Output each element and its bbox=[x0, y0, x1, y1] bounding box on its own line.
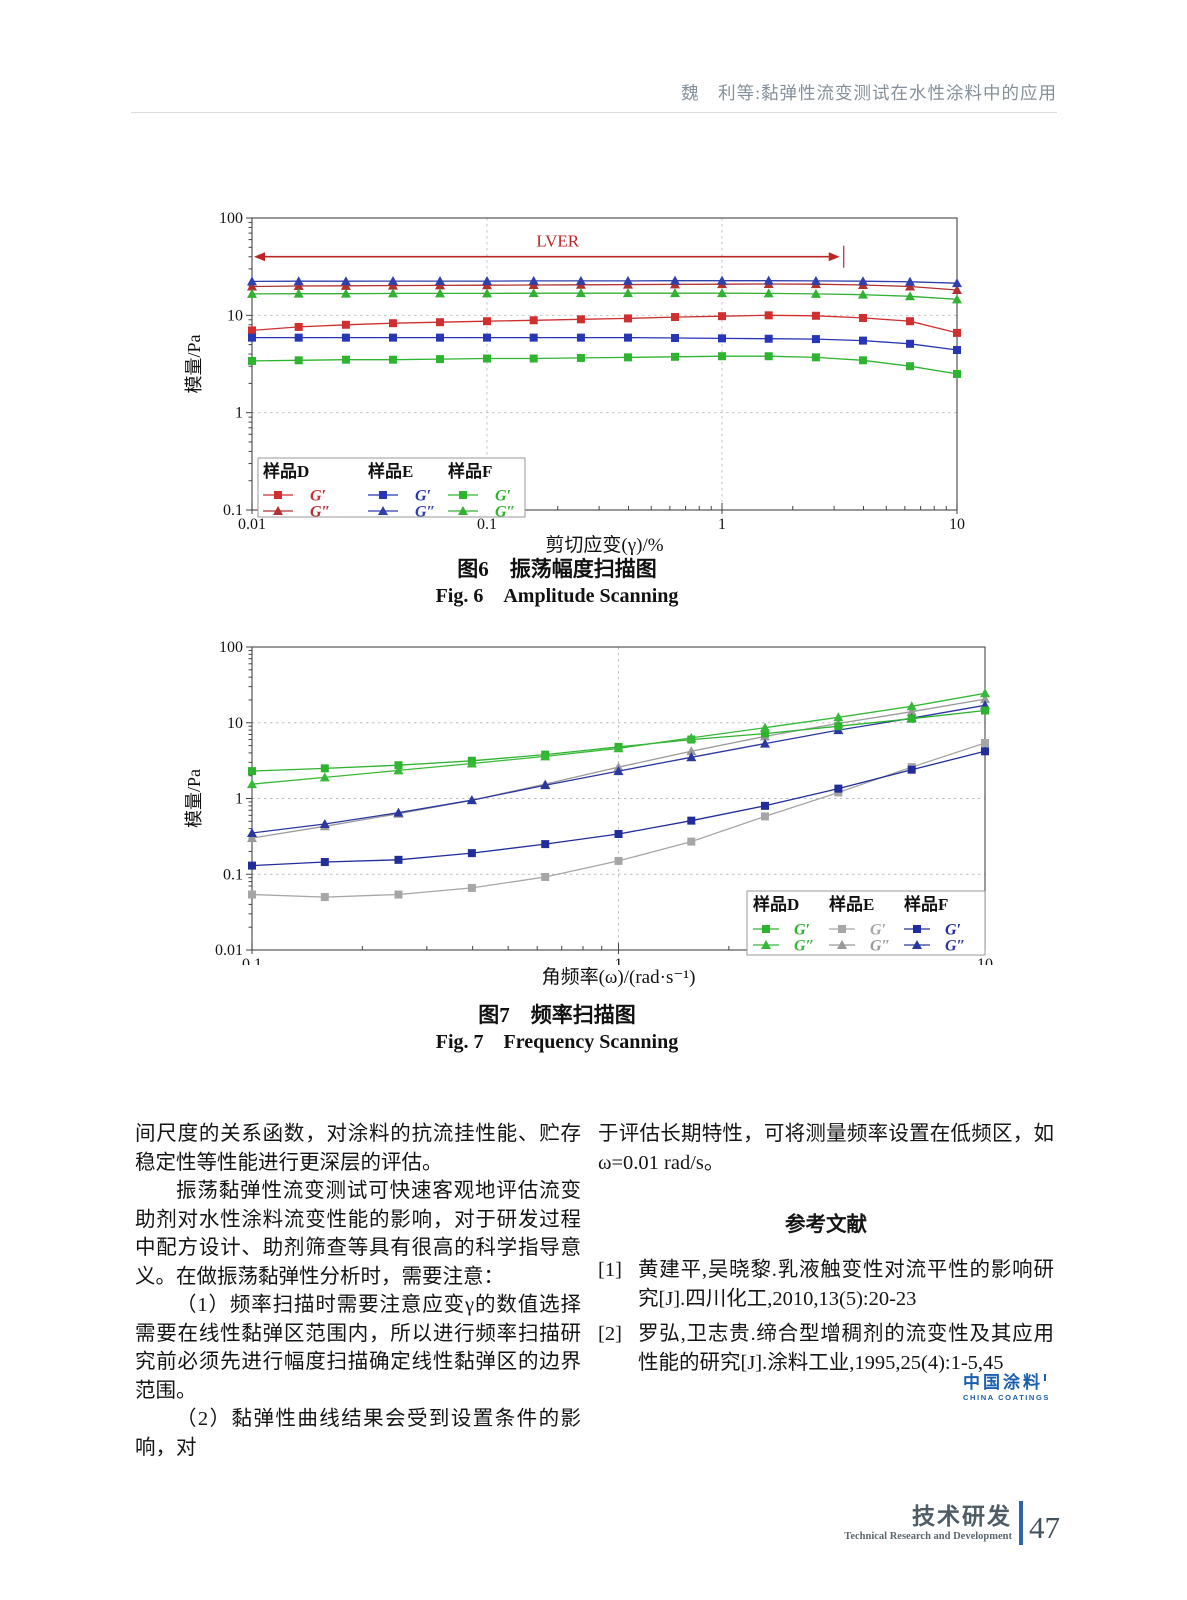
svg-text:1: 1 bbox=[235, 405, 243, 422]
logo-zh-line: 中国涂料 bbox=[963, 1374, 1050, 1392]
series-样品E-G″ bbox=[247, 275, 962, 288]
legend-entry-label: G″ bbox=[870, 938, 890, 955]
svg-text:10: 10 bbox=[227, 307, 243, 324]
legend-group-title: 样品F bbox=[448, 461, 492, 481]
legend-group-title: 样品E bbox=[829, 894, 874, 914]
svg-text:1: 1 bbox=[615, 956, 623, 965]
svg-text:0.01: 0.01 bbox=[215, 942, 243, 959]
logo-zh-text: 中国涂料 bbox=[963, 1373, 1043, 1392]
gridlines bbox=[252, 647, 985, 950]
body-paragraph: （1）频率扫描时需要注意应变γ的数值选择需要在线性黏弹区范围内，所以进行频率扫描… bbox=[135, 1294, 581, 1402]
legend-group-title: 样品D bbox=[263, 461, 309, 481]
series-样品F-G′ bbox=[248, 352, 961, 378]
legend-entry-label: G″ bbox=[945, 938, 965, 955]
series-样品D-G″ bbox=[247, 688, 990, 789]
svg-text:1: 1 bbox=[718, 516, 726, 533]
legend-entry-label: G″ bbox=[415, 504, 435, 521]
legend-entry-label: G′ bbox=[945, 922, 961, 939]
body-paragraph: 间尺度的关系函数，对涂料的抗流挂性能、贮存稳定性等性能进行更深层的评估。 bbox=[135, 1123, 581, 1174]
y-axis-label: 模量/Pa bbox=[184, 769, 204, 828]
svg-text:0.1: 0.1 bbox=[223, 502, 243, 519]
svg-text:10: 10 bbox=[977, 956, 993, 965]
header-rule bbox=[131, 112, 1057, 113]
page-footer: 技术研发 Technical Research and Development … bbox=[820, 1496, 1060, 1550]
figure7-x-axis-label: 角频率(ω)/(rad·s⁻¹) bbox=[541, 967, 696, 988]
figure6-caption-zh: 图6 振荡幅度扫描图 bbox=[457, 557, 657, 581]
legend-entry-label: G′ bbox=[310, 488, 326, 505]
gridlines bbox=[252, 218, 957, 510]
svg-text:0.1: 0.1 bbox=[477, 516, 497, 533]
running-head: 魏 利等:黏弹性流变测试在水性涂料中的应用 bbox=[681, 83, 1057, 103]
legend-entry-label: G″ bbox=[495, 504, 515, 521]
reference-number: [1] bbox=[598, 1258, 622, 1281]
footer-section-zh: 技术研发 bbox=[912, 1503, 1012, 1529]
legend-group-title: 样品E bbox=[368, 461, 413, 481]
svg-text:100: 100 bbox=[219, 639, 243, 656]
reference-item: [2] 罗弘,卫志贵.缔合型增稠剂的流变性及其应用性能的研究[J].涂料工业,19… bbox=[598, 1320, 1054, 1378]
logo-en-text: CHINA COATINGS bbox=[963, 1393, 1050, 1402]
legend-group-title: 样品D bbox=[753, 894, 799, 914]
svg-text:1: 1 bbox=[235, 791, 243, 808]
series-样品D-G′ bbox=[248, 311, 961, 337]
legend-entry-label: G″ bbox=[310, 504, 330, 521]
svg-text:0.1: 0.1 bbox=[223, 866, 243, 883]
svg-text:100: 100 bbox=[219, 210, 243, 227]
figure7-frequency-scan-chart: 0.1 1 101001010.10.01模量/Pa样品DG′G″样品EG′G″样品… bbox=[184, 639, 993, 965]
svg-text:0.1: 0.1 bbox=[242, 956, 262, 965]
series-样品F-G′ bbox=[248, 747, 989, 870]
reference-number: [2] bbox=[598, 1322, 622, 1345]
legend-entry-label: G′ bbox=[870, 922, 886, 939]
figure6-caption-en: Fig. 6 Amplitude Scanning bbox=[435, 585, 679, 607]
svg-text:0.01: 0.01 bbox=[238, 516, 266, 533]
legend-entry-label: G″ bbox=[794, 938, 814, 955]
footer-divider-bar bbox=[1019, 1501, 1023, 1545]
reference-text: 罗弘,卫志贵.缔合型增稠剂的流变性及其应用性能的研究[J].涂料工业,1995,… bbox=[638, 1322, 1054, 1374]
body-paragraph: 振荡黏弹性流变测试可快速客观地评估流变助剂对水性涂料流变性能的影响，对于研发过程… bbox=[135, 1180, 581, 1288]
figure6-amplitude-scan-chart: 0.01 0.1 1 101001010.1模量/PaLVER样品DG′G″样品EG′… bbox=[184, 210, 965, 533]
page-number: 47 bbox=[1029, 1510, 1060, 1545]
body-right-column: 于评估长期特性，可将测量频率设置在低频区，如ω=0.01 rad/s。参考文献 [… bbox=[598, 1120, 1054, 1384]
svg-text:LVER: LVER bbox=[536, 232, 579, 251]
reference-text: 黄建平,吴晓黎.乳液触变性对流平性的影响研究[J].四川化工,2010,13(5… bbox=[638, 1258, 1054, 1310]
figure7-caption-en: Fig. 7 Frequency Scanning bbox=[435, 1031, 679, 1053]
y-axis-label: 模量/Pa bbox=[184, 334, 204, 393]
legend-group-title: 样品F bbox=[904, 894, 948, 914]
footer-section-en: Technical Research and Development bbox=[844, 1530, 1012, 1542]
legend-entry-label: G′ bbox=[415, 488, 431, 505]
figure6-x-axis-label: 剪切应变(γ)/% bbox=[545, 535, 664, 556]
reference-item: [1] 黄建平,吴晓黎.乳液触变性对流平性的影响研究[J].四川化工,2010,1… bbox=[598, 1256, 1054, 1314]
china-coatings-logo: 中国涂料 CHINA COATINGS bbox=[963, 1374, 1050, 1403]
legend-entry-label: G′ bbox=[495, 488, 511, 505]
body-paragraph: （2）黏弹性曲线结果会受到设置条件的影响，对 bbox=[135, 1408, 581, 1459]
legend-entry-label: G′ bbox=[794, 922, 810, 939]
series-样品E-G′ bbox=[248, 333, 961, 355]
lver-annotation: LVER bbox=[254, 232, 845, 268]
body-paragraph: 于评估长期特性，可将测量频率设置在低频区，如ω=0.01 rad/s。 bbox=[598, 1123, 1054, 1174]
references-title: 参考文献 bbox=[785, 1214, 867, 1236]
footer-section: 技术研发 Technical Research and Development bbox=[844, 1504, 1012, 1543]
logo-trademark-icon bbox=[1044, 1374, 1046, 1381]
figure7-caption-zh: 图7 频率扫描图 bbox=[478, 1003, 636, 1027]
body-left-column: 间尺度的关系函数，对涂料的抗流挂性能、贮存稳定性等性能进行更深层的评估。振荡黏弹… bbox=[135, 1120, 581, 1462]
svg-text:10: 10 bbox=[949, 516, 965, 533]
series-样品F-G″ bbox=[247, 288, 962, 304]
svg-text:10: 10 bbox=[227, 715, 243, 732]
